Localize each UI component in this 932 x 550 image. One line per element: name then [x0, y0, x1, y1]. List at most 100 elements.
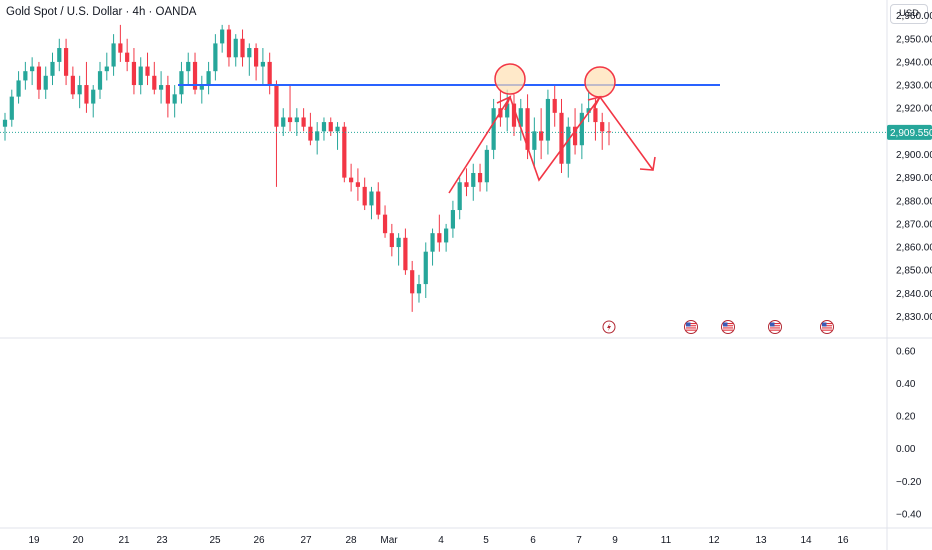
candle-up — [247, 48, 252, 58]
x-tick-label: 13 — [755, 535, 767, 546]
candle-down — [342, 126, 347, 178]
candle-down — [403, 237, 408, 271]
candle-up — [315, 131, 320, 141]
arrowhead — [496, 95, 512, 111]
current-price-badge — [887, 124, 932, 140]
candle-down — [152, 75, 157, 90]
candle-down — [274, 85, 279, 127]
y-tick-label: 2,950.000 — [896, 34, 932, 45]
candle-up — [457, 182, 462, 211]
candle-up — [186, 61, 191, 72]
indicator-y-tick-label: −0.40 — [896, 509, 922, 520]
x-tick-label: 25 — [209, 535, 221, 546]
x-tick-label: 19 — [28, 535, 40, 546]
candle-up — [294, 117, 299, 123]
x-tick-label: 14 — [800, 535, 812, 546]
us-flag-icon[interactable] — [768, 320, 782, 334]
candle-down — [267, 61, 272, 86]
flag-canton — [686, 322, 691, 327]
currency-button[interactable]: USD — [890, 4, 928, 24]
event-markers[interactable] — [602, 320, 834, 334]
candle-down — [389, 233, 394, 248]
candle-up — [321, 122, 327, 132]
candle-up — [423, 251, 428, 285]
candle-down — [437, 233, 442, 243]
candle-up — [158, 85, 164, 90]
x-tick-label: 6 — [530, 535, 536, 546]
y-tick-label: 2,840.000 — [896, 289, 932, 300]
candle-down — [349, 177, 354, 183]
candle-up — [199, 85, 204, 90]
x-tick-label: 20 — [72, 535, 84, 546]
pattern-line — [448, 95, 654, 194]
candle-up — [369, 191, 374, 206]
us-flag-icon[interactable] — [820, 320, 834, 334]
flag-stripe — [723, 323, 733, 325]
candle-down — [572, 126, 578, 146]
candle-up — [233, 38, 238, 58]
flag-stripe — [686, 329, 696, 331]
candle-up — [111, 43, 116, 67]
x-tick-label: 28 — [345, 535, 357, 546]
us-flag-icon[interactable] — [721, 320, 735, 334]
y-tick-label: 2,960.000 — [896, 11, 932, 22]
candle-down — [376, 191, 381, 215]
y-tick-label: 2,890.000 — [896, 173, 932, 184]
axes: 2,960.000 2,950.000 2,940.000 2,930.000 2,92… — [28, 11, 932, 546]
candle-up — [545, 98, 551, 141]
indicator-y-tick-label: 0.20 — [896, 412, 916, 423]
y-tick-label: 2,830.000 — [896, 312, 932, 323]
candle-down — [464, 182, 469, 187]
x-tick-label: 4 — [438, 535, 444, 546]
y-tick-label: 2,870.000 — [896, 219, 932, 230]
top-circle — [584, 66, 616, 98]
candle-down — [70, 75, 75, 95]
candle-down — [240, 38, 245, 58]
candle-up — [16, 80, 21, 97]
candle-up — [43, 75, 48, 90]
candle-down — [253, 48, 259, 67]
candle-down — [226, 29, 232, 58]
candles — [2, 24, 612, 312]
candle-up — [586, 108, 591, 113]
lightning-glyph — [607, 323, 611, 331]
candle-up — [518, 108, 523, 127]
candle-down — [410, 270, 415, 294]
x-tick-label: 23 — [156, 535, 168, 546]
candle-up — [484, 149, 489, 183]
flag-stripe — [770, 325, 780, 327]
candle-down — [118, 43, 123, 53]
candle-down — [559, 112, 564, 164]
indicator-y-tick-label: 0.60 — [896, 346, 916, 357]
flag-stripe — [770, 329, 780, 331]
flag-stripe — [686, 327, 696, 329]
candle-down — [192, 61, 198, 90]
y-tick-label: 2,860.000 — [896, 243, 932, 254]
candle-up — [220, 29, 225, 44]
candle-up — [77, 85, 82, 95]
y-tick-label: 2,900.000 — [896, 150, 932, 161]
flag-stripe — [686, 323, 696, 325]
flag-stripe — [723, 329, 733, 331]
x-tick-label: 5 — [483, 535, 489, 546]
candle-up — [260, 61, 265, 67]
x-tick-label: 26 — [253, 535, 265, 546]
candle-down — [539, 131, 544, 141]
candle-up — [30, 66, 35, 72]
candle-down — [552, 98, 557, 113]
candle-up — [213, 43, 218, 72]
x-tick-label: 21 — [118, 535, 130, 546]
candle-down — [593, 108, 598, 123]
indicator-y-tick-label: 0.40 — [896, 379, 916, 390]
candle-up — [505, 103, 510, 118]
x-tick-label: Mar — [380, 535, 398, 546]
x-tick-label: 11 — [661, 535, 672, 546]
us-flag-icon[interactable] — [684, 320, 698, 334]
candle-up — [9, 96, 14, 120]
candle-down — [125, 52, 130, 62]
x-tick-label: 16 — [837, 535, 849, 546]
candle-up — [566, 126, 571, 164]
candle-down — [600, 122, 605, 132]
